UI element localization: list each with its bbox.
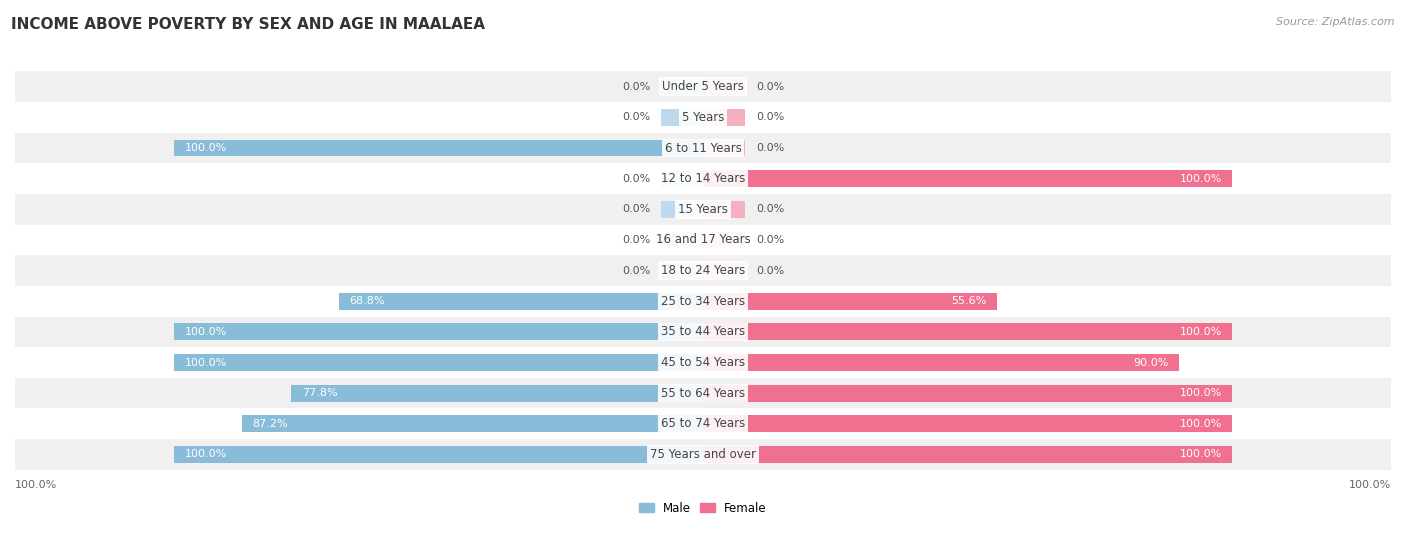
- Text: 100.0%: 100.0%: [1180, 388, 1222, 398]
- Text: 68.8%: 68.8%: [350, 296, 385, 306]
- Bar: [703, 262, 745, 279]
- Text: 0.0%: 0.0%: [621, 174, 650, 184]
- Text: 0.0%: 0.0%: [756, 82, 785, 92]
- Text: 87.2%: 87.2%: [252, 419, 288, 429]
- Text: 100.0%: 100.0%: [184, 358, 226, 367]
- Text: 25 to 34 Years: 25 to 34 Years: [661, 295, 745, 308]
- Bar: [703, 293, 997, 310]
- Bar: [661, 109, 703, 126]
- Text: 35 to 44 Years: 35 to 44 Years: [661, 325, 745, 338]
- Text: 90.0%: 90.0%: [1133, 358, 1168, 367]
- Text: 0.0%: 0.0%: [756, 235, 785, 245]
- Bar: [703, 385, 1232, 401]
- Text: 100.0%: 100.0%: [184, 143, 226, 153]
- Bar: [15, 409, 1391, 439]
- Bar: [174, 324, 703, 340]
- Bar: [703, 78, 745, 95]
- Bar: [661, 201, 703, 218]
- Text: 100.0%: 100.0%: [184, 449, 226, 459]
- Bar: [15, 439, 1391, 470]
- Text: 0.0%: 0.0%: [621, 112, 650, 122]
- Bar: [703, 446, 1232, 463]
- Text: 65 to 74 Years: 65 to 74 Years: [661, 418, 745, 430]
- Bar: [15, 72, 1391, 102]
- Text: 100.0%: 100.0%: [1180, 327, 1222, 337]
- Bar: [703, 109, 745, 126]
- Text: 0.0%: 0.0%: [621, 205, 650, 214]
- Bar: [15, 132, 1391, 163]
- Bar: [174, 446, 703, 463]
- Text: 100.0%: 100.0%: [184, 327, 226, 337]
- Bar: [15, 316, 1391, 347]
- Text: 0.0%: 0.0%: [621, 266, 650, 276]
- Bar: [15, 347, 1391, 378]
- Text: 0.0%: 0.0%: [621, 235, 650, 245]
- Bar: [291, 385, 703, 401]
- Text: INCOME ABOVE POVERTY BY SEX AND AGE IN MAALAEA: INCOME ABOVE POVERTY BY SEX AND AGE IN M…: [11, 17, 485, 32]
- Text: 55.6%: 55.6%: [952, 296, 987, 306]
- Text: 0.0%: 0.0%: [756, 205, 785, 214]
- Bar: [661, 231, 703, 248]
- Bar: [703, 415, 1232, 432]
- Text: 100.0%: 100.0%: [1180, 449, 1222, 459]
- Text: 100.0%: 100.0%: [1348, 481, 1391, 490]
- Text: 100.0%: 100.0%: [1180, 419, 1222, 429]
- Bar: [15, 194, 1391, 225]
- Text: 5 Years: 5 Years: [682, 111, 724, 124]
- Bar: [15, 286, 1391, 316]
- Text: 6 to 11 Years: 6 to 11 Years: [665, 141, 741, 154]
- Text: 100.0%: 100.0%: [15, 481, 58, 490]
- Text: 55 to 64 Years: 55 to 64 Years: [661, 387, 745, 400]
- Bar: [661, 170, 703, 187]
- Bar: [661, 262, 703, 279]
- Text: 16 and 17 Years: 16 and 17 Years: [655, 234, 751, 247]
- Text: 12 to 14 Years: 12 to 14 Years: [661, 172, 745, 185]
- Bar: [15, 255, 1391, 286]
- Text: 18 to 24 Years: 18 to 24 Years: [661, 264, 745, 277]
- Bar: [703, 170, 1232, 187]
- Bar: [15, 378, 1391, 409]
- Text: Under 5 Years: Under 5 Years: [662, 80, 744, 93]
- Text: 75 Years and over: 75 Years and over: [650, 448, 756, 461]
- Bar: [15, 225, 1391, 255]
- Text: 77.8%: 77.8%: [302, 388, 337, 398]
- Bar: [703, 354, 1180, 371]
- Text: 0.0%: 0.0%: [756, 143, 785, 153]
- Bar: [703, 140, 745, 157]
- Text: 45 to 54 Years: 45 to 54 Years: [661, 356, 745, 369]
- Bar: [661, 78, 703, 95]
- Bar: [339, 293, 703, 310]
- Text: 0.0%: 0.0%: [756, 112, 785, 122]
- Bar: [703, 201, 745, 218]
- Text: 15 Years: 15 Years: [678, 203, 728, 216]
- Bar: [242, 415, 703, 432]
- Bar: [703, 231, 745, 248]
- Bar: [703, 324, 1232, 340]
- Text: 0.0%: 0.0%: [756, 266, 785, 276]
- Bar: [15, 102, 1391, 132]
- Text: 100.0%: 100.0%: [1180, 174, 1222, 184]
- Bar: [15, 163, 1391, 194]
- Text: Source: ZipAtlas.com: Source: ZipAtlas.com: [1277, 17, 1395, 27]
- Bar: [174, 354, 703, 371]
- Bar: [174, 140, 703, 157]
- Text: 0.0%: 0.0%: [621, 82, 650, 92]
- Legend: Male, Female: Male, Female: [634, 497, 772, 519]
